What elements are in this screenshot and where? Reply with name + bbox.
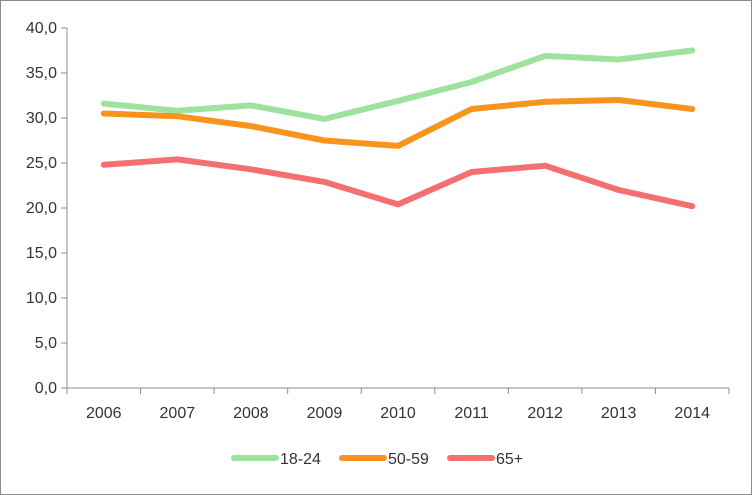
y-tick-label: 5,0 — [35, 335, 57, 352]
y-tick-label: 30,0 — [26, 110, 57, 127]
series-line-50-59 — [100, 97, 696, 149]
x-tick-label: 2009 — [307, 405, 343, 422]
x-tick-label: 2006 — [86, 405, 122, 422]
y-tick-label: 0,0 — [35, 380, 57, 397]
series-lines — [100, 47, 696, 210]
x-tick-label: 2008 — [233, 405, 269, 422]
x-tick-label: 2012 — [527, 405, 563, 422]
y-tick-label: 20,0 — [26, 200, 57, 217]
x-axis-ticks: 2006 2007 2008 2009 2010 2011 2012 2013 2014 — [66, 388, 730, 422]
legend-label: 18-24 — [280, 451, 321, 468]
series-line-65+ — [100, 156, 696, 210]
legend-label: 50-59 — [388, 451, 429, 468]
x-tick-label: 2007 — [160, 405, 196, 422]
x-tick-label: 2011 — [454, 405, 489, 422]
series-line-18-24 — [100, 47, 696, 122]
y-tick-label: 10,0 — [26, 290, 57, 307]
y-tick-label: 35,0 — [26, 65, 57, 82]
x-tick-label: 2014 — [674, 405, 710, 422]
x-tick-label: 2013 — [601, 405, 637, 422]
y-axis-ticks: 0,0 5,0 10,0 15,0 20,0 25,0 30,0 35,0 40,0 — [26, 20, 67, 397]
x-tick-label: 2010 — [380, 405, 416, 422]
y-tick-label: 15,0 — [26, 245, 57, 262]
legend-label: 65+ — [496, 451, 523, 468]
y-tick-label: 25,0 — [26, 155, 57, 172]
y-tick-label: 40,0 — [26, 20, 57, 37]
legend: 18-24 50-59 65+ — [231, 451, 523, 468]
